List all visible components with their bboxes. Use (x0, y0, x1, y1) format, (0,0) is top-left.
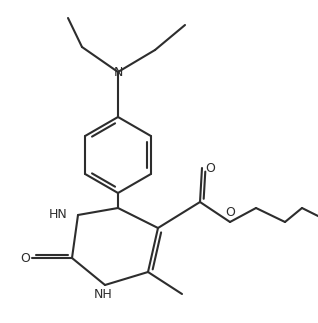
Text: O: O (205, 162, 215, 174)
Text: O: O (20, 252, 30, 265)
Text: O: O (225, 206, 235, 220)
Text: N: N (113, 66, 123, 78)
Text: NH: NH (93, 288, 112, 301)
Text: HN: HN (49, 209, 68, 222)
